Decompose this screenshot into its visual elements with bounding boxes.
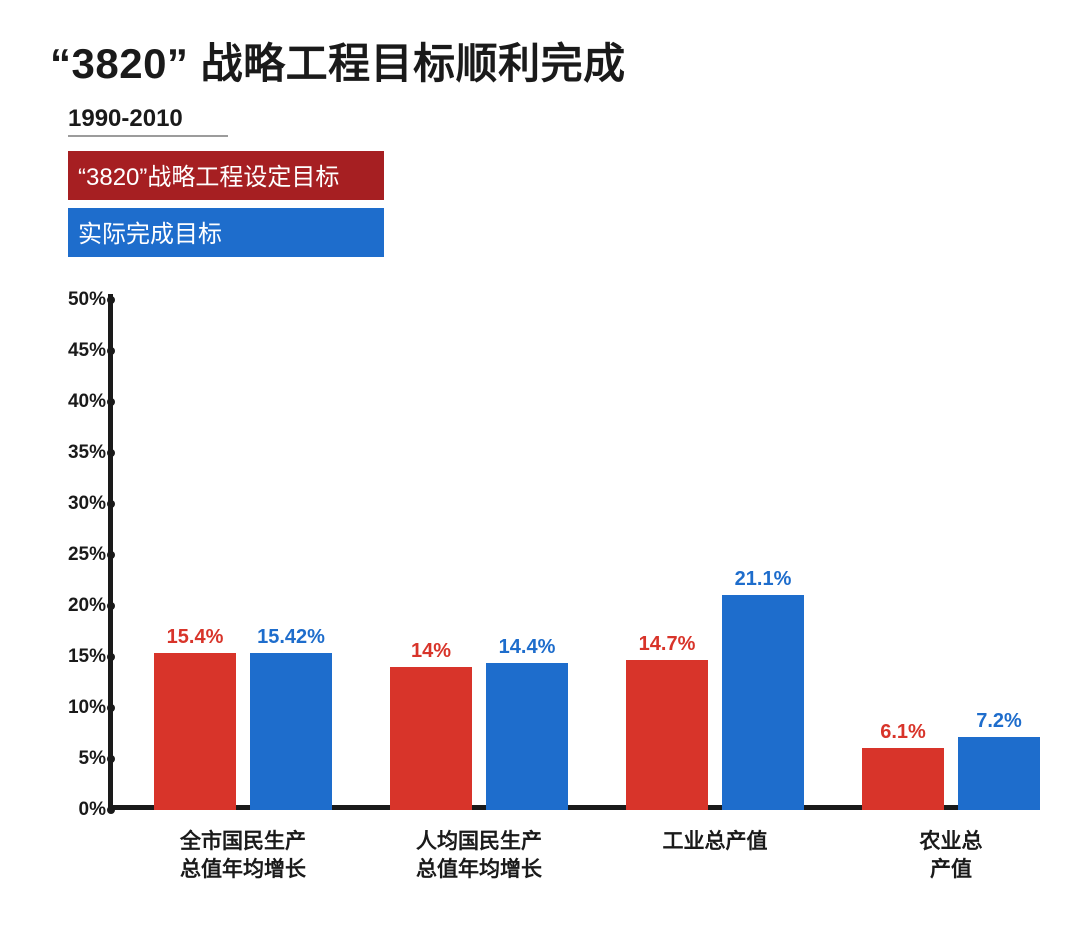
bar-actual: 14.4% xyxy=(486,663,568,810)
bar-actual: 21.1% xyxy=(722,595,804,810)
y-tick-label: 35% xyxy=(68,442,108,464)
legend-item-actual: 实际完成目标 xyxy=(68,208,384,257)
bar-value-label: 15.4% xyxy=(167,626,224,653)
legend-item-target: “3820”战略工程设定目标 xyxy=(68,151,384,200)
y-tick-label: 20% xyxy=(68,595,108,617)
bar-value-label: 6.1% xyxy=(880,721,926,748)
category-label: 人均国民生产 总值年均增长 xyxy=(416,810,542,885)
category-label: 工业总产值 xyxy=(663,810,768,856)
chart: 0%5%10%15%20%25%30%35%40%45%50%15.4%15.4… xyxy=(48,280,1032,880)
bar-target: 14.7% xyxy=(626,660,708,810)
bar-target: 14% xyxy=(390,667,472,810)
y-tick-label: 40% xyxy=(68,391,108,413)
y-tick-label: 45% xyxy=(68,340,108,362)
y-tick-label: 15% xyxy=(68,646,108,668)
bar-actual: 15.42% xyxy=(250,653,332,810)
y-tick-label: 30% xyxy=(68,493,108,515)
bar-actual: 7.2% xyxy=(958,737,1040,810)
y-tick-label: 5% xyxy=(79,748,108,770)
y-tick-label: 25% xyxy=(68,544,108,566)
category-label: 农业总产值 xyxy=(911,810,992,885)
period-label: 1990-2010 xyxy=(68,105,228,137)
page-title: “3820” 战略工程目标顺利完成 xyxy=(50,30,1032,91)
category-label: 全市国民生产 总值年均增长 xyxy=(180,810,306,885)
bar-target: 15.4% xyxy=(154,653,236,810)
bar-target: 6.1% xyxy=(862,748,944,810)
y-tick-label: 0% xyxy=(79,799,108,821)
y-tick-label: 10% xyxy=(68,697,108,719)
bar-value-label: 21.1% xyxy=(735,568,792,595)
bar-value-label: 7.2% xyxy=(976,710,1022,737)
bar-value-label: 15.42% xyxy=(257,626,325,653)
y-tick-label: 50% xyxy=(68,289,108,311)
legend: “3820”战略工程设定目标 实际完成目标 xyxy=(68,143,1032,257)
bar-value-label: 14.4% xyxy=(499,636,556,663)
bar-value-label: 14% xyxy=(411,640,451,667)
bar-value-label: 14.7% xyxy=(639,633,696,660)
